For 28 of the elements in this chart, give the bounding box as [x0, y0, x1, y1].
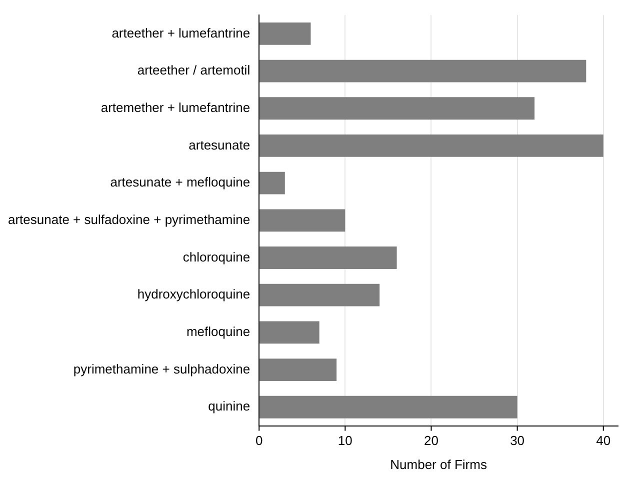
y-tick-label: mefloquine [186, 324, 250, 340]
x-tick-label: 0 [255, 433, 263, 448]
x-tick-label: 20 [424, 433, 438, 448]
y-tick-label: artesunate + sulfadoxine + pyrimethamine [8, 212, 250, 227]
bar [260, 209, 346, 232]
bar [260, 284, 380, 306]
bar [260, 396, 518, 418]
y-tick-label: arteether / artemotil [137, 62, 250, 78]
bar [260, 22, 311, 45]
y-tick-label: artemether + lumefantrine [100, 100, 250, 115]
bar [260, 60, 586, 82]
bar [260, 97, 535, 120]
bar [260, 134, 604, 157]
y-tick-label: artesunate [188, 137, 250, 152]
y-tick-label: quinine [208, 398, 250, 414]
y-tick-label: hydroxychloroquine [137, 286, 250, 302]
y-tick-label: chloroquine [182, 249, 250, 264]
bar [260, 246, 397, 269]
y-tick-label: artesunate + mefloquine [110, 174, 250, 190]
y-tick-label: arteether + lumefantrine [112, 25, 250, 40]
y-tick-label: pyrimethamine + sulphadoxine [73, 361, 250, 376]
x-axis-title: Number of Firms [390, 456, 488, 472]
x-tick-label: 10 [338, 433, 352, 448]
bar [260, 321, 320, 344]
bar [260, 358, 337, 381]
bar [260, 172, 285, 194]
x-tick-label: 40 [596, 433, 611, 448]
x-tick-label: 30 [510, 433, 525, 448]
